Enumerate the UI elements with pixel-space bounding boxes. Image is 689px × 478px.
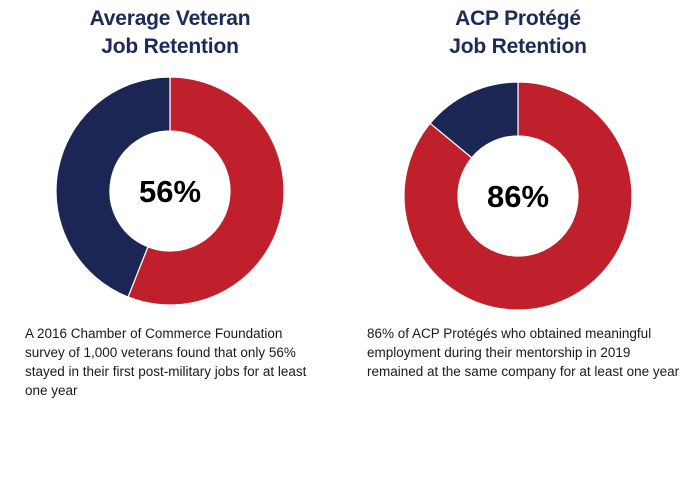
donut-center-label: 56% [139, 174, 201, 209]
chart-caption-acp-protege: 86% of ACP Protégés who obtained meaning… [367, 326, 680, 379]
donut-chart-acp-protege: 86% [403, 81, 633, 311]
chart-title-line-2: Job Retention [449, 35, 587, 58]
donut-chart-average-veteran: 56% [55, 76, 285, 306]
donut-slice-not-retained [55, 76, 171, 298]
chart-title-line-1: Average Veteran [89, 7, 251, 30]
chart-title-average-veteran: Average Veteran Job Retention [40, 5, 300, 61]
chart-title-line-1: ACP Protégé [455, 7, 581, 30]
donut-center-label: 86% [487, 179, 549, 214]
donut-slice-retained [127, 76, 285, 306]
donut-slice-not-retained [429, 81, 519, 159]
chart-title-line-2: Job Retention [101, 35, 239, 58]
chart-caption-average-veteran: A 2016 Chamber of Commerce Foundation su… [25, 326, 307, 398]
chart-title-acp-protege: ACP Protégé Job Retention [388, 5, 648, 61]
donut-slice-retained [403, 81, 633, 311]
